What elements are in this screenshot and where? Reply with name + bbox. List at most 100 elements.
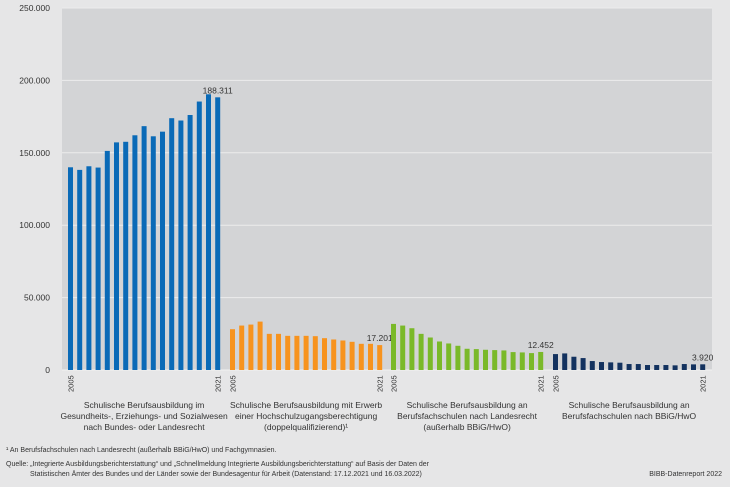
bar [400,325,406,370]
bar [492,350,498,370]
y-tick-label: 250.000 [19,3,50,13]
bar [700,364,706,370]
bar [349,341,355,370]
x-tick-label: 2021 [376,375,385,392]
bar [340,340,346,370]
category-label-line: (außerhalb BBiG/HwO) [423,422,511,432]
bar [68,167,73,370]
bar [418,333,424,370]
bar [608,362,614,370]
bar [519,352,525,370]
footnote: ¹ An Berufsfachschulen nach Landesrecht … [6,447,277,454]
bar [312,336,318,370]
y-tick-label: 200.000 [19,75,50,85]
category-label: Schulische Berufsausbildung im Gesundheit… [59,400,229,433]
x-tick-label: 2005 [552,375,561,392]
bar [95,167,101,370]
bar [483,349,488,370]
category-label-line: Berufsfachschulen nach Landesrecht [397,411,538,421]
bar [196,101,202,370]
bar [141,126,147,370]
bar-chart: 0 50.000 100.000 150.000 200.000 250.000 188.3… [19,3,714,392]
x-tick-label: 2005 [67,375,76,392]
bar [257,321,263,370]
bar [77,169,83,370]
bar [663,365,669,370]
credit: BIBB-Datenreport 2022 [649,471,722,478]
bar [86,166,92,370]
y-tick-label: 100.000 [19,220,50,230]
bar [248,324,254,370]
bar [464,348,470,370]
bar [285,335,291,370]
bar [276,333,281,370]
bar [635,364,641,370]
bar [230,329,235,370]
data-label: 12.452 [528,340,554,350]
category-label-line: Schulische Berufsausbildung mit Erwerb [230,400,383,410]
category-label-line: Schulische Berufsausbildung an [406,400,528,410]
bar [104,150,110,370]
bar [553,354,558,370]
bar [473,349,479,370]
category-label: Schulische Berufsausbildung mit Erwerb ei… [221,400,391,433]
bar [266,333,272,370]
data-label: 3.920 [692,352,714,362]
bar [510,352,516,370]
category-label-line: Schulische Berufsausbildung an [568,400,690,410]
data-label: 188.311 [203,85,233,95]
bar [562,353,568,370]
bar [215,97,221,370]
bar [626,364,632,370]
bar [437,341,442,370]
bar [331,339,337,370]
bar [681,364,687,370]
bar [529,353,534,370]
bar [391,323,396,370]
bar [672,365,678,370]
data-label: 17.201 [367,333,393,343]
bar [645,365,650,370]
x-tick-label: 2021 [214,375,223,392]
bar [206,94,211,371]
category-label-line: Gesundheits-, Erziehungs- und Sozialwese… [60,411,228,421]
bar [377,345,383,370]
bar [160,131,165,370]
bar [178,120,184,370]
y-tick-label: 150.000 [19,148,50,158]
bar [446,343,452,370]
bar [580,358,586,370]
category-label-line: nach Bundes- oder Landesrecht [83,422,205,432]
plot-area [62,8,712,370]
bar [123,141,129,370]
bar [114,142,119,370]
bar [501,350,507,370]
category-label-line: Berufsfachschulen nach BBiG/HwO [562,411,697,421]
category-label: Schulische Berufsausbildung an Berufsfach… [382,400,552,433]
bar [294,335,300,370]
category-label-line: (doppelqualifizierend)¹ [264,422,349,432]
bar [599,362,604,370]
y-tick-label: 50.000 [24,293,50,303]
bar [239,325,245,370]
x-tick-label: 2005 [390,375,399,392]
bar [455,345,461,370]
category-label: Schulische Berufsausbildung an Berufsfach… [544,400,714,422]
y-tick-label: 0 [45,365,50,375]
source-line-2: Statistischen Ämter des Bundes und der L… [30,471,422,478]
x-tick-label: 2021 [537,375,546,392]
bar [132,135,138,370]
x-tick-label: 2005 [229,375,238,392]
source-line-1: Quelle: „Integrierte Ausbildungsberichte… [6,461,429,468]
bar [368,343,373,370]
bar [150,136,156,370]
bar [538,351,544,370]
category-label-line: einer Hochschulzugangsberechtigung [234,411,378,421]
bar [169,118,175,370]
bar [409,328,415,370]
bar [427,337,433,370]
bar [691,364,696,370]
x-tick-label: 2021 [699,375,708,392]
bar [571,356,577,370]
category-label-line: Schulische Berufsausbildung im [83,400,205,410]
